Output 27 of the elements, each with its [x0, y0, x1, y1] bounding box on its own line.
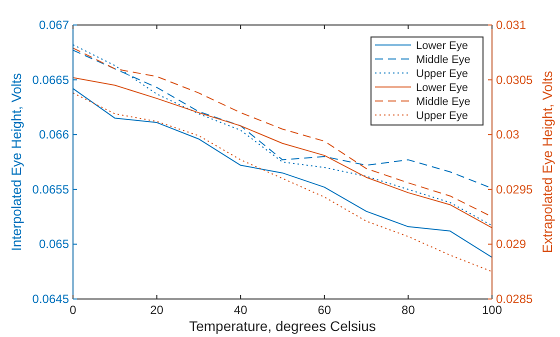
- y-tick-label: 0.0655: [32, 182, 70, 196]
- legend-label: Lower Eye: [416, 82, 468, 94]
- y2-tick-label: 0.03: [496, 128, 520, 142]
- x-tick-label: 20: [150, 303, 164, 317]
- x-tick-label: 80: [402, 303, 416, 317]
- legend-label: Middle Eye: [416, 96, 470, 108]
- legend-label: Upper Eye: [416, 110, 468, 122]
- y2-tick-label: 0.029: [496, 237, 526, 252]
- y-tick-label: 0.065: [38, 237, 70, 252]
- y-tick-label: 0.067: [38, 18, 70, 32]
- y-tick-label: 0.0665: [32, 72, 70, 87]
- legend-label: Middle Eye: [416, 54, 470, 66]
- y2-tick-label: 0.0295: [496, 182, 534, 196]
- x-tick-label: 0: [70, 303, 77, 317]
- y2-tick-label: 0.031: [496, 18, 526, 32]
- x-tick-label: 40: [234, 303, 248, 317]
- legend-label: Upper Eye: [416, 68, 468, 80]
- y2-tick-label: 0.0305: [496, 72, 534, 87]
- y2-tick-label: 0.0285: [496, 292, 534, 306]
- y2-axis-title: Extrapolated Eye Height, Volts: [540, 70, 555, 254]
- y-tick-label: 0.0645: [32, 292, 70, 306]
- legend-label: Lower Eye: [416, 40, 468, 52]
- x-axis-title: Temperature, degrees Celsius: [189, 318, 376, 334]
- x-tick-label: 100: [482, 303, 502, 317]
- y-axis-title: Interpolated Eye Height, Volts: [9, 72, 24, 251]
- y-tick-label: 0.066: [38, 128, 70, 142]
- x-tick-label: 60: [318, 303, 332, 317]
